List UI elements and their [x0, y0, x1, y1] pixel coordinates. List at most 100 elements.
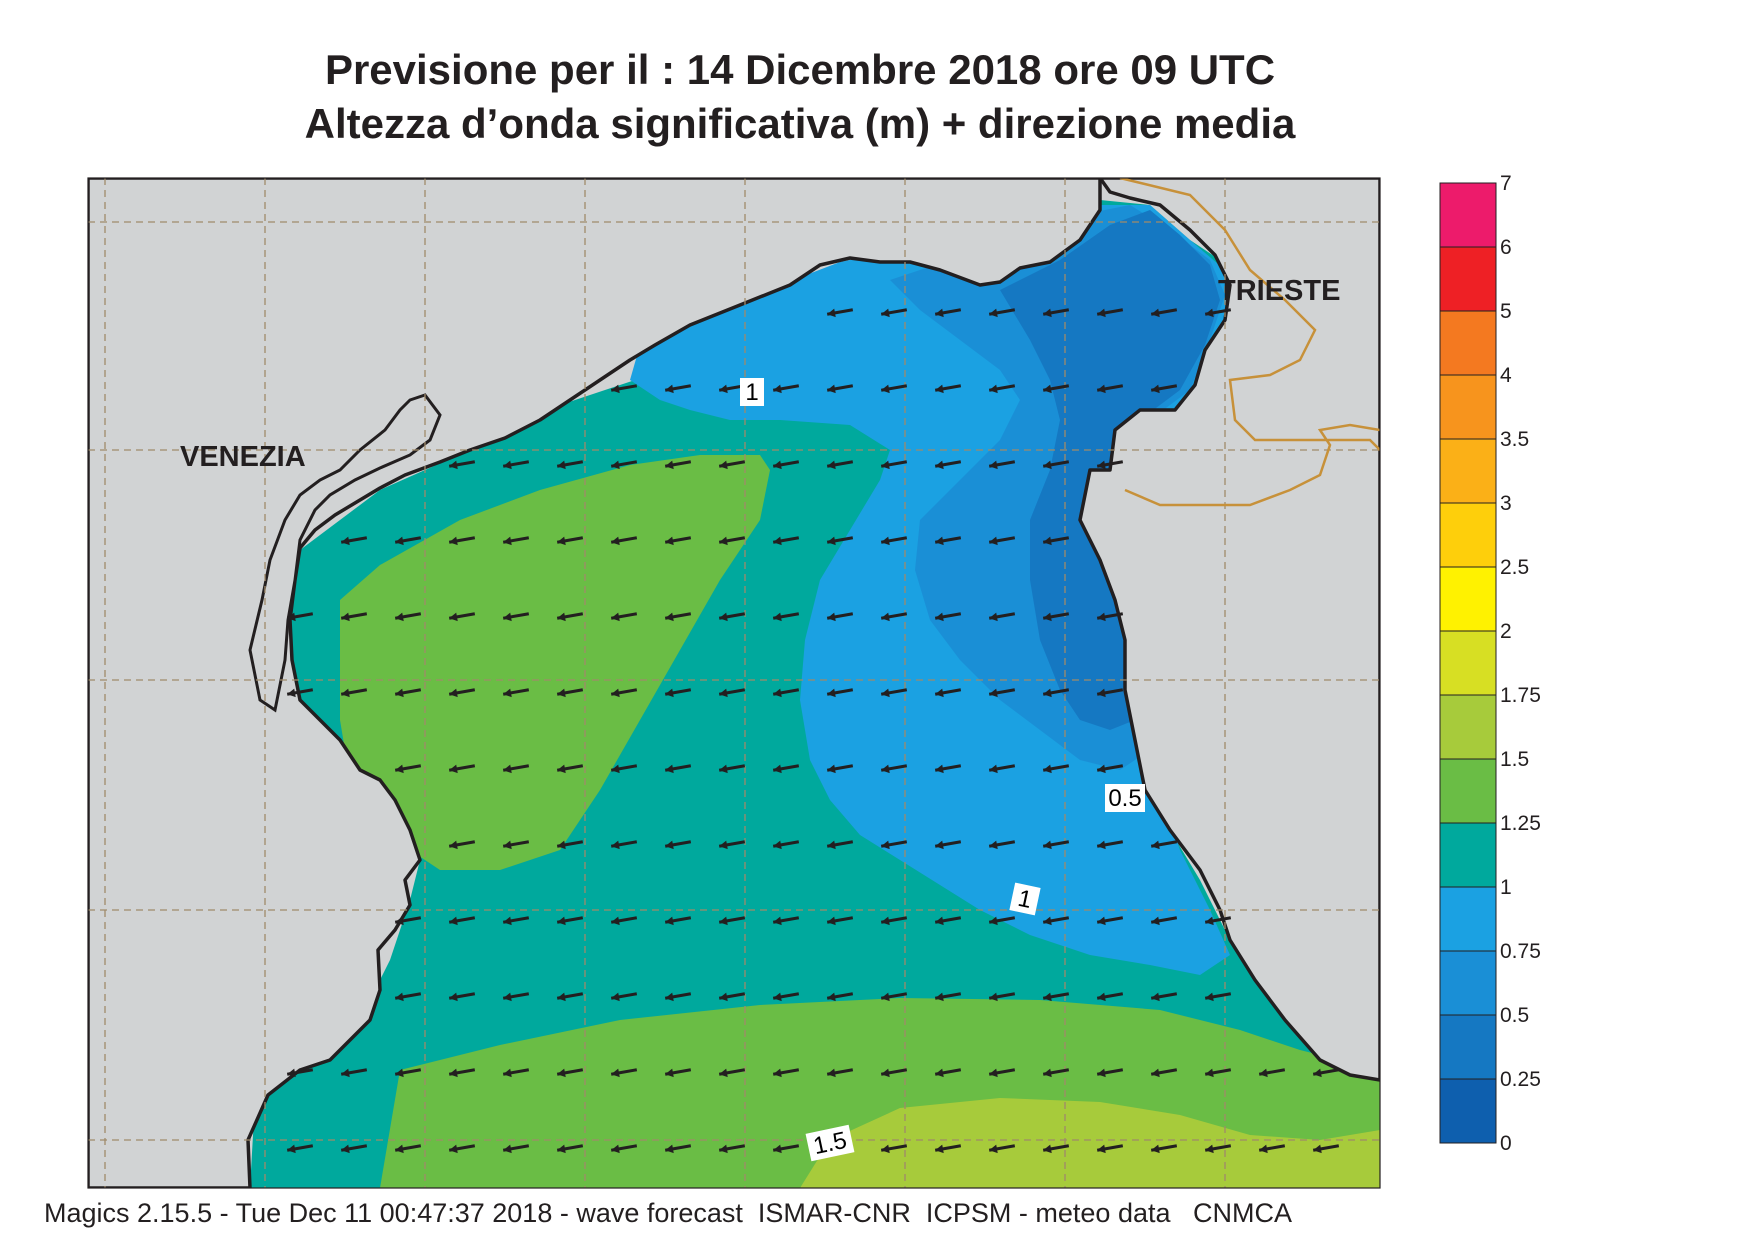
wave-arrow-head — [1097, 1144, 1106, 1154]
wave-arrow-head — [395, 992, 404, 1002]
wave-arrow-head — [449, 612, 458, 622]
wave-arrow-head — [1043, 1068, 1052, 1078]
wave-arrow-head — [665, 688, 674, 698]
wave-arrow-head — [719, 1068, 728, 1078]
wave-arrow-head — [341, 1144, 350, 1154]
legend-swatch — [1439, 822, 1497, 888]
wave-arrow-head — [719, 840, 728, 850]
wave-arrow-head — [341, 1068, 350, 1078]
wave-arrow-head — [1259, 1144, 1268, 1154]
wave-arrow-head — [287, 612, 296, 622]
legend-swatch — [1439, 694, 1497, 760]
legend-swatch — [1439, 950, 1497, 1016]
wave-arrow-head — [1043, 916, 1052, 926]
wave-arrow-head — [989, 1144, 998, 1154]
wave-arrow-head — [395, 1144, 404, 1154]
legend-swatch — [1439, 182, 1497, 248]
wave-arrow-head — [449, 764, 458, 774]
wave-arrow-head — [503, 460, 512, 470]
wave-arrow-head — [665, 536, 674, 546]
wave-arrow-head — [665, 1144, 674, 1154]
wave-arrow-head — [503, 916, 512, 926]
wave-arrow-head — [827, 916, 836, 926]
wave-arrow-head — [989, 460, 998, 470]
legend-tick-label: 3 — [1500, 492, 1512, 515]
wave-arrow-head — [503, 840, 512, 850]
wave-arrow-head — [1043, 992, 1052, 1002]
wave-arrow-head — [665, 840, 674, 850]
wave-arrow-head — [665, 1068, 674, 1078]
wave-arrow-head — [449, 992, 458, 1002]
wave-arrow-head — [395, 1068, 404, 1078]
wave-arrow-head — [449, 1144, 458, 1154]
wave-arrow-head — [881, 536, 890, 546]
legend-tick-label: 7 — [1500, 172, 1512, 195]
wave-arrow-head — [719, 916, 728, 926]
wave-arrow-head — [1205, 916, 1214, 926]
wave-arrow-head — [827, 460, 836, 470]
legend-tick-label: 4 — [1500, 364, 1512, 387]
wave-arrow-head — [557, 992, 566, 1002]
wave-arrow-head — [665, 992, 674, 1002]
wave-arrow-head — [1259, 1068, 1268, 1078]
legend-tick-label: 0.75 — [1500, 940, 1541, 963]
wave-arrow-head — [557, 536, 566, 546]
wave-arrow-head — [827, 992, 836, 1002]
wave-arrow-head — [935, 384, 944, 394]
wave-arrow-head — [989, 688, 998, 698]
national-border — [1119, 178, 1380, 507]
wave-arrow-head — [1097, 460, 1106, 470]
legend-swatch — [1439, 630, 1497, 696]
wave-arrow-head — [503, 1068, 512, 1078]
wave-arrow-head — [503, 688, 512, 698]
wave-arrow-head — [557, 764, 566, 774]
wave-arrow-head — [557, 688, 566, 698]
legend-tick-label: 6 — [1500, 236, 1512, 259]
wave-arrow-head — [449, 1068, 458, 1078]
wave-arrow-head — [773, 612, 782, 622]
legend-swatch — [1439, 566, 1497, 632]
wave-arrow-head — [935, 1144, 944, 1154]
legend-tick-label: 1.5 — [1500, 748, 1529, 771]
legend-tick-label: 1.25 — [1500, 812, 1541, 835]
wave-arrow-head — [395, 612, 404, 622]
legend-tick-label: 0.5 — [1500, 1004, 1529, 1027]
wave-arrow-head — [773, 536, 782, 546]
wave-arrow-head — [611, 384, 620, 394]
wave-arrow-head — [881, 1144, 890, 1154]
legend-swatch — [1439, 310, 1497, 376]
wave-arrow-head — [449, 460, 458, 470]
wave-arrow-head — [719, 536, 728, 546]
legend-tick-label: 2.5 — [1500, 556, 1529, 579]
wave-arrow-head — [719, 460, 728, 470]
wave-arrow-head — [1313, 1068, 1322, 1078]
wave-arrow-head — [395, 688, 404, 698]
wave-arrow-head — [989, 384, 998, 394]
wave-arrow-head — [503, 536, 512, 546]
wave-arrow-head — [773, 460, 782, 470]
legend-swatch — [1439, 502, 1497, 568]
wave-arrow-head — [1097, 840, 1106, 850]
wave-arrow-head — [881, 688, 890, 698]
wave-arrow-head — [1043, 1144, 1052, 1154]
wave-arrow-head — [881, 764, 890, 774]
wave-arrow-head — [773, 688, 782, 698]
wave-arrow-head — [989, 536, 998, 546]
contour-label-1-south: 1 — [1009, 882, 1041, 916]
wave-arrow-head — [989, 308, 998, 318]
wave-arrow-head — [935, 764, 944, 774]
wave-arrow-head — [989, 1068, 998, 1078]
wave-arrow-head — [1097, 992, 1106, 1002]
wave-arrow-head — [557, 1068, 566, 1078]
wave-arrow-head — [449, 688, 458, 698]
wave-arrow-head — [1151, 840, 1160, 850]
wave-arrow-head — [287, 688, 296, 698]
wave-arrow-head — [287, 1068, 296, 1078]
wave-arrow-head — [1205, 992, 1214, 1002]
wave-arrow-head — [827, 308, 836, 318]
wave-arrow-head — [773, 992, 782, 1002]
wave-arrow-head — [665, 460, 674, 470]
footer-credits: Magics 2.15.5 - Tue Dec 11 00:47:37 2018… — [44, 1198, 1292, 1228]
wave-arrow-head — [719, 1144, 728, 1154]
wave-arrow-head — [611, 612, 620, 622]
